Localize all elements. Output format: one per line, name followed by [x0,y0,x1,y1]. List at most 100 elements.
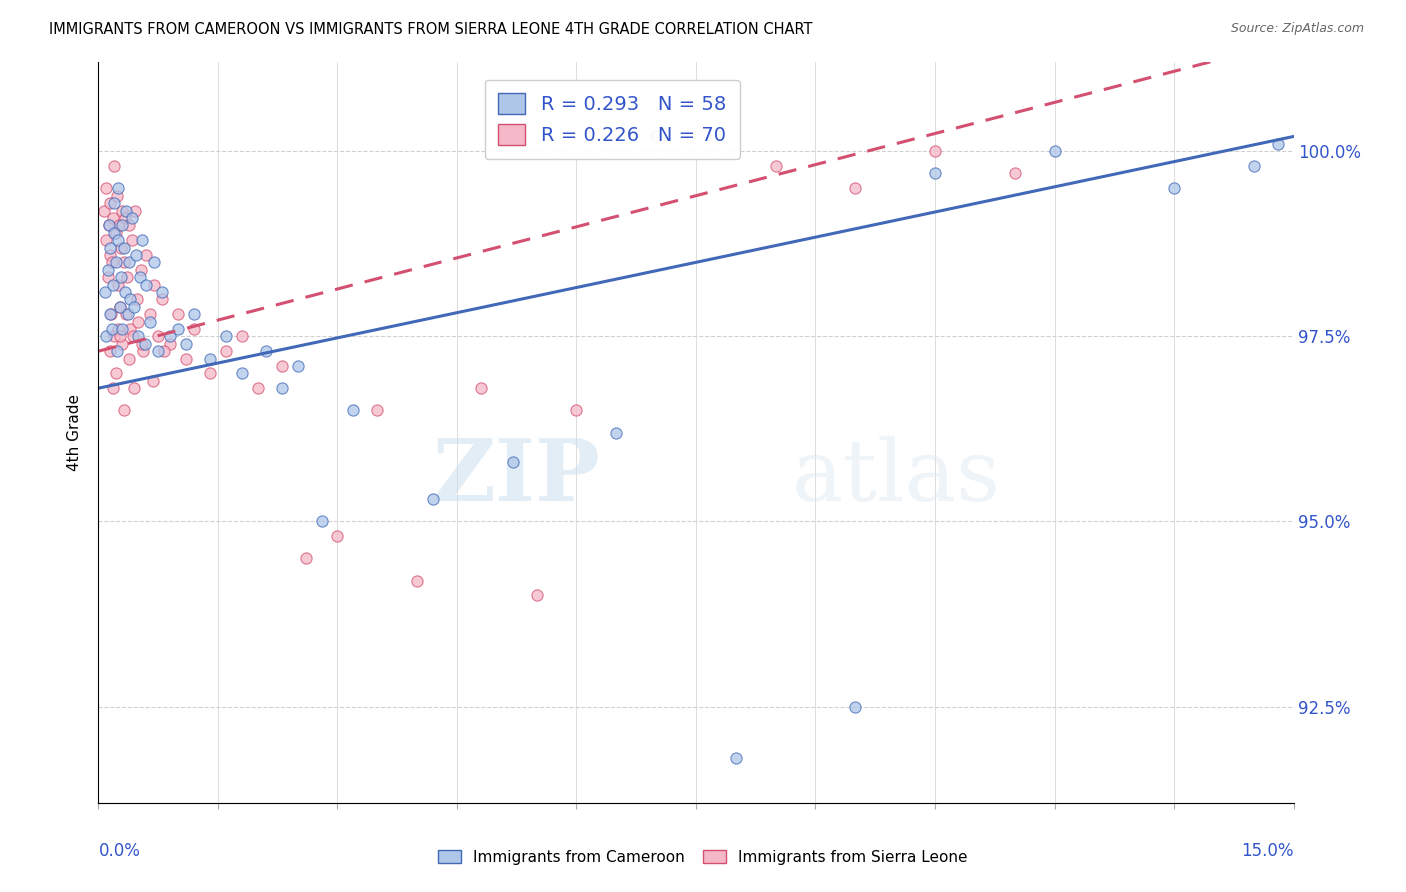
Point [96,181,118,195]
Point [148,329,170,343]
Point [122,329,145,343]
Point [150,293,173,307]
Point [565,403,588,417]
Point [159,336,181,351]
Point [117,307,139,321]
Point [94,285,117,299]
Point [120,322,142,336]
Point [143,277,166,292]
Point [270,381,292,395]
Point [1243,159,1265,173]
Point [526,589,548,603]
Point [143,255,166,269]
Point [107,277,129,292]
Point [148,344,170,359]
Point [101,381,124,395]
Point [127,329,149,343]
Point [254,344,277,359]
Y-axis label: 4th Grade: 4th Grade [67,394,83,471]
Point [326,529,349,543]
Point [112,255,135,269]
Point [114,285,136,299]
Point [104,255,127,269]
Text: 15.0%: 15.0% [1241,842,1294,860]
Point [97,219,120,233]
Point [406,574,429,588]
Point [159,329,181,343]
Point [724,751,747,765]
Point [924,167,946,181]
Point [105,344,128,359]
Point [366,403,388,417]
Point [139,307,162,321]
Point [98,241,122,255]
Point [112,403,135,417]
Point [124,300,146,314]
Point [124,381,146,395]
Point [110,241,132,255]
Point [167,307,190,321]
Point [183,307,205,321]
Point [111,322,134,336]
Point [114,211,136,225]
Point [103,329,125,343]
Point [97,262,120,277]
Point [100,307,122,321]
Point [174,336,197,351]
Point [104,367,127,381]
Point [311,515,333,529]
Point [105,188,128,202]
Point [101,322,124,336]
Point [108,300,131,314]
Point [132,344,155,359]
Point [111,203,134,218]
Point [924,145,946,159]
Point [645,129,668,144]
Point [115,203,138,218]
Point [844,699,866,714]
Point [502,455,524,469]
Text: atlas: atlas [792,435,1001,518]
Point [118,219,141,233]
Point [107,181,129,195]
Point [125,293,148,307]
Point [112,241,135,255]
Point [844,181,866,195]
Point [134,336,156,351]
Point [108,329,131,343]
Point [107,233,129,247]
Point [118,255,141,269]
Point [183,322,205,336]
Point [103,159,125,173]
Point [139,315,162,329]
Point [115,307,138,321]
Point [103,226,125,240]
Point [131,336,153,351]
Point [104,226,127,240]
Point [121,233,143,247]
Point [231,367,253,381]
Point [470,381,492,395]
Point [107,322,129,336]
Point [103,196,125,211]
Point [131,233,153,247]
Point [98,307,122,321]
Text: ZIP: ZIP [433,435,600,519]
Point [101,277,124,292]
Point [215,344,238,359]
Legend: R = 0.293   N = 58, R = 0.226   N = 70: R = 0.293 N = 58, R = 0.226 N = 70 [485,79,740,159]
Point [198,351,221,366]
Point [152,344,174,359]
Point [246,381,269,395]
Point [231,329,253,343]
Point [121,211,143,225]
Point [98,248,121,262]
Point [96,329,118,343]
Point [287,359,309,373]
Legend: Immigrants from Cameroon, Immigrants from Sierra Leone: Immigrants from Cameroon, Immigrants fro… [432,844,974,871]
Point [174,351,197,366]
Text: Source: ZipAtlas.com: Source: ZipAtlas.com [1230,22,1364,36]
Point [94,233,117,247]
Point [128,270,150,285]
Point [135,277,157,292]
